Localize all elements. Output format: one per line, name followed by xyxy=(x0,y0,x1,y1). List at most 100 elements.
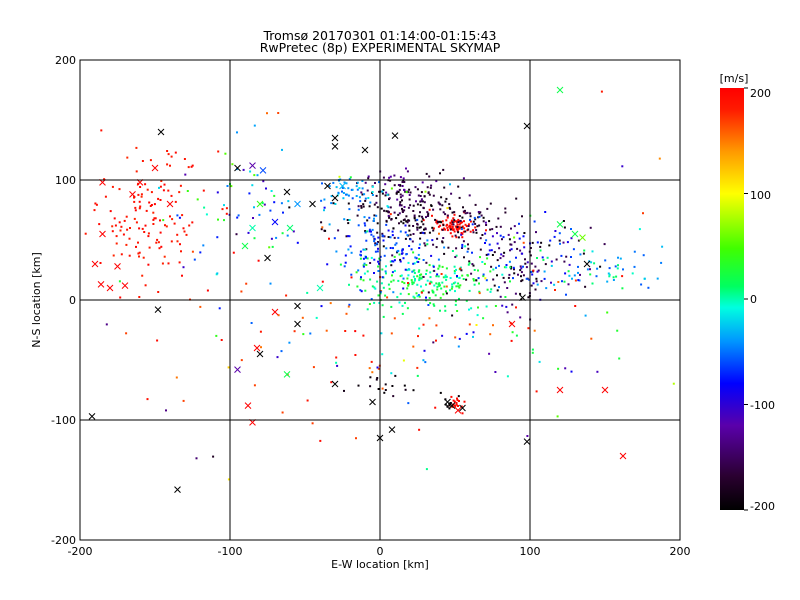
data-point xyxy=(517,273,519,276)
data-point xyxy=(498,286,500,289)
data-point xyxy=(366,230,369,233)
data-point xyxy=(135,221,138,224)
data-point xyxy=(468,308,470,311)
cross-marker xyxy=(523,438,531,445)
data-point xyxy=(329,302,332,305)
data-point xyxy=(346,193,349,196)
cross-marker xyxy=(294,320,301,328)
data-point xyxy=(475,279,478,282)
data-point xyxy=(532,282,535,285)
data-point xyxy=(412,269,415,272)
data-point xyxy=(451,211,454,214)
data-point xyxy=(461,221,463,224)
data-point xyxy=(93,209,96,212)
data-point xyxy=(507,233,510,236)
data-point xyxy=(126,228,129,231)
data-point xyxy=(462,210,465,213)
data-point xyxy=(595,275,598,278)
data-point xyxy=(357,224,360,227)
data-point xyxy=(504,211,507,214)
data-point xyxy=(145,209,148,212)
data-point xyxy=(430,184,433,187)
cross-marker xyxy=(154,306,162,313)
data-point xyxy=(478,212,481,215)
data-point xyxy=(439,309,441,312)
data-point xyxy=(414,256,417,259)
data-point xyxy=(334,203,337,205)
data-point xyxy=(484,277,487,280)
data-point xyxy=(456,223,459,226)
data-point xyxy=(481,234,484,236)
data-point xyxy=(379,292,382,295)
data-point xyxy=(377,388,380,390)
data-point xyxy=(570,228,572,230)
data-point xyxy=(247,231,250,234)
data-point xyxy=(506,287,509,289)
data-point xyxy=(454,336,457,339)
data-point xyxy=(397,236,400,239)
data-point xyxy=(475,324,478,326)
data-point xyxy=(459,284,462,287)
data-point xyxy=(359,250,362,253)
data-point xyxy=(591,250,594,253)
data-point xyxy=(273,194,276,197)
data-point xyxy=(642,212,644,215)
data-point xyxy=(417,335,419,338)
data-point xyxy=(447,246,450,249)
data-point xyxy=(146,398,149,401)
data-point xyxy=(589,273,592,276)
data-point xyxy=(252,217,254,219)
data-point xyxy=(589,268,591,271)
data-point xyxy=(345,312,348,315)
data-point xyxy=(174,200,177,203)
data-point xyxy=(459,219,462,222)
data-point xyxy=(381,276,384,279)
data-point xyxy=(508,273,511,276)
cross-marker xyxy=(331,380,339,388)
data-point xyxy=(407,261,410,264)
data-point xyxy=(399,196,402,199)
data-point xyxy=(369,278,372,281)
data-point xyxy=(183,158,186,160)
data-point xyxy=(415,292,418,295)
data-point xyxy=(361,180,364,182)
data-point xyxy=(429,276,432,279)
data-point xyxy=(529,271,532,274)
data-point xyxy=(281,232,284,235)
data-point xyxy=(439,296,442,299)
data-point xyxy=(567,270,570,273)
data-point xyxy=(138,200,141,203)
data-point xyxy=(395,192,398,195)
data-point xyxy=(423,228,425,231)
data-point xyxy=(391,271,394,274)
data-point xyxy=(479,248,482,251)
data-point xyxy=(370,233,373,236)
data-point xyxy=(362,257,365,260)
data-point xyxy=(393,269,396,272)
data-point xyxy=(398,204,401,207)
data-point xyxy=(484,242,486,244)
data-point xyxy=(502,236,505,239)
data-point xyxy=(157,241,160,244)
data-point xyxy=(452,217,455,220)
data-point xyxy=(451,285,454,288)
data-point xyxy=(513,268,515,271)
data-point xyxy=(260,346,262,349)
data-point xyxy=(445,285,448,288)
data-point xyxy=(360,206,363,209)
data-point xyxy=(199,305,202,308)
data-point xyxy=(417,294,420,296)
data-point xyxy=(565,255,568,258)
data-point xyxy=(391,254,394,257)
data-point xyxy=(516,231,519,234)
data-point xyxy=(387,236,390,238)
data-point xyxy=(531,351,534,354)
data-point xyxy=(494,305,497,307)
data-point xyxy=(377,241,379,243)
data-point xyxy=(545,287,548,290)
data-point xyxy=(351,197,354,200)
data-point xyxy=(236,131,238,134)
data-point xyxy=(417,270,420,273)
data-point xyxy=(407,206,410,209)
data-point xyxy=(404,388,407,391)
